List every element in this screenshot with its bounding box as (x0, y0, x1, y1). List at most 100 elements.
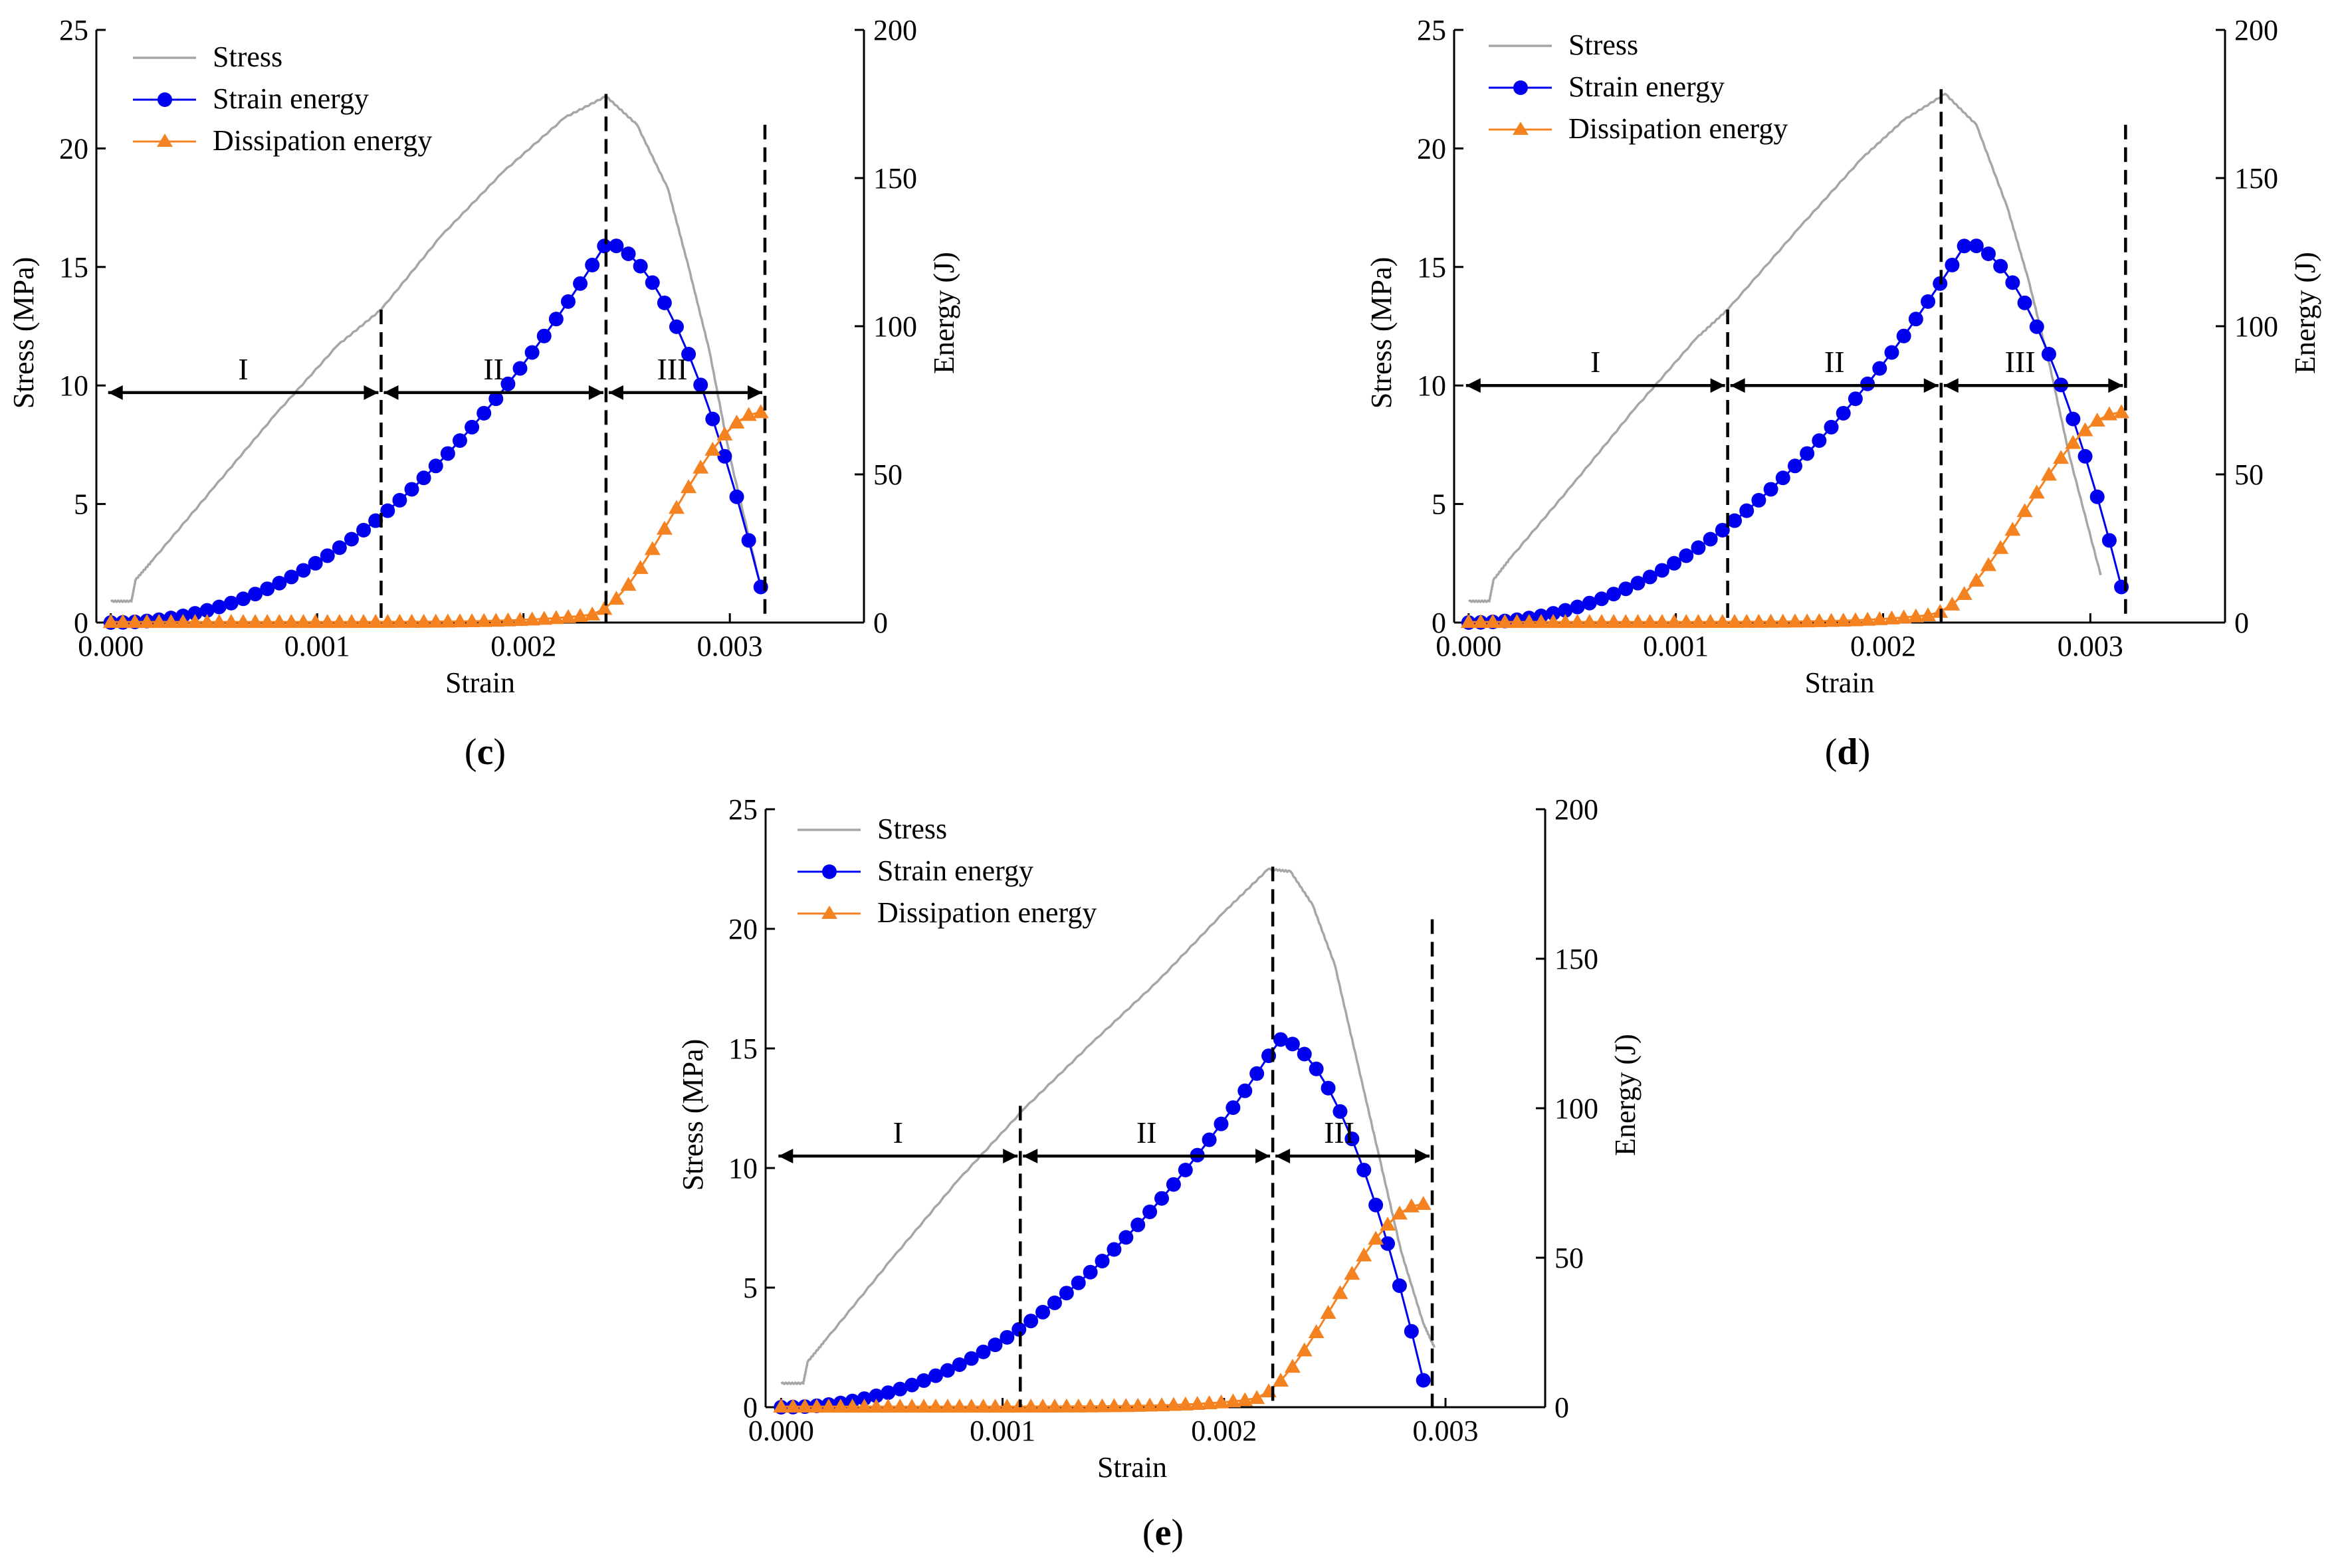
dissipation-energy-point (1714, 614, 1731, 629)
dissipation-energy-point (620, 577, 637, 591)
strain-energy-point (869, 1388, 884, 1403)
dissipation-energy-point (1046, 1398, 1063, 1413)
strain-energy-point (320, 548, 335, 563)
y2-tick-label: 50 (2234, 458, 2264, 491)
x-tick-label: 0.003 (1413, 1415, 1479, 1447)
dissipation-energy-point (975, 1399, 992, 1413)
y-axis-title: Stress (MPa) (7, 257, 40, 409)
y-tick-label: 0 (74, 607, 88, 639)
dissipation-energy-point (773, 1399, 790, 1413)
dissipation-energy-point (1847, 612, 1863, 627)
legend-dissipation-energy-label: Dissipation energy (877, 896, 1097, 929)
x-tick-label: 0.001 (970, 1415, 1035, 1447)
dissipation-energy-point (2004, 522, 2021, 536)
dissipation-energy-point (295, 614, 312, 629)
strain-energy-point (344, 532, 359, 547)
dissipation-energy-point (1249, 1390, 1265, 1405)
legend-strain-energy-label: Strain energy (213, 82, 369, 115)
dissipation-energy-point (235, 614, 251, 629)
strain-energy-point (512, 361, 528, 376)
y-tick-label: 5 (743, 1272, 758, 1304)
strain-energy-point (1380, 1236, 1396, 1251)
dissipation-energy-point (403, 613, 420, 628)
strain-energy-point (657, 295, 672, 310)
dissipation-energy-point (1823, 613, 1840, 627)
strain-energy-point (1297, 1046, 1312, 1062)
strain-energy-point (964, 1351, 979, 1366)
dissipation-energy-point (175, 614, 191, 629)
stage-label: III (657, 352, 687, 386)
strain-energy-point (1368, 1197, 1384, 1213)
strain-energy-point (296, 563, 311, 578)
dissipation-energy-point (368, 614, 384, 629)
dissipation-energy-point (1106, 1398, 1122, 1413)
legend: Stress Strain energy Dissipation energy (1489, 29, 1788, 145)
strain-energy-point (2005, 275, 2020, 290)
dissipation-energy-point (1545, 614, 1562, 629)
dissipation-energy-point (1320, 1304, 1336, 1319)
dissipation-energy-point (963, 1399, 980, 1413)
dissipation-energy-point (1907, 608, 1924, 623)
dissipation-energy-point (1630, 614, 1646, 629)
x-axis-title: Strain (445, 666, 515, 699)
dissipation-energy-point (1774, 613, 1791, 628)
legend-strain-energy-label: Strain energy (1568, 70, 1725, 103)
dissipation-energy-point (987, 1399, 1004, 1413)
dissipation-energy-point (331, 614, 348, 629)
dissipation-energy-point (500, 612, 516, 627)
strain-energy-point (1546, 606, 1561, 621)
dissipation-energy-point (476, 613, 492, 627)
stress-line (110, 94, 762, 604)
strain-energy-point (452, 433, 467, 448)
dissipation-energy-point (916, 1399, 932, 1413)
x-tick-label: 0.000 (748, 1415, 814, 1447)
strain-energy-point (573, 276, 588, 291)
dissipation-energy-point (223, 614, 239, 629)
dissipation-energy-point (560, 609, 576, 623)
strain-energy-point (1812, 433, 1827, 448)
strain-energy-point (332, 540, 347, 555)
dissipation-energy-point (1213, 1394, 1229, 1409)
dissipation-energy-point (1403, 1198, 1420, 1213)
dissipation-energy-point (211, 614, 227, 629)
dissipation-energy-point (114, 614, 131, 629)
strain-energy-point (1059, 1286, 1074, 1301)
dissipation-energy-point (2101, 406, 2117, 421)
strain-energy-point (284, 569, 299, 585)
dissipation-energy-point (524, 611, 540, 626)
strain-energy-point (1083, 1264, 1098, 1280)
strain-energy-point (1237, 1083, 1253, 1098)
dissipation-energy-point (644, 541, 661, 555)
strain-energy-point (952, 1357, 967, 1372)
strain-energy-point (1872, 361, 1887, 376)
stage-label: II (1136, 1116, 1157, 1149)
dissipation-energy-point (1497, 614, 1513, 629)
strain-energy-point (1582, 595, 1597, 611)
y-tick-label: 5 (1432, 488, 1446, 521)
y2-tick-label: 50 (1554, 1242, 1584, 1274)
strain-energy-point (477, 405, 492, 421)
dissipation-energy-point (892, 1399, 908, 1413)
strain-energy-point (1095, 1254, 1110, 1269)
dissipation-energy-point (427, 613, 444, 628)
dissipation-energy-point (656, 520, 673, 535)
dissipation-energy-point (1811, 613, 1828, 627)
legend-stress-label: Stress (213, 41, 282, 73)
strain-energy-point (1285, 1036, 1300, 1052)
dissipation-energy-point (1762, 613, 1779, 628)
strain-energy-point (976, 1344, 991, 1359)
dissipation-energy-point (163, 614, 179, 629)
y-tick-label: 20 (1417, 132, 1446, 165)
dissipation-energy-point (1509, 614, 1525, 629)
dissipation-energy-point (1653, 614, 1670, 629)
stage-label: II (483, 352, 504, 386)
x-tick-label: 0.003 (2058, 630, 2123, 662)
panel-caption-open: ( (1825, 732, 1838, 773)
dissipation-energy-point (1177, 1396, 1194, 1411)
strain-energy-point (1416, 1373, 1431, 1388)
dissipation-energy-point (1618, 614, 1634, 629)
panel-caption-close: ) (1858, 732, 1871, 773)
dissipation-energy-point (1485, 614, 1501, 629)
strain-energy-point (272, 575, 287, 591)
panel-caption: (c) (465, 732, 506, 773)
